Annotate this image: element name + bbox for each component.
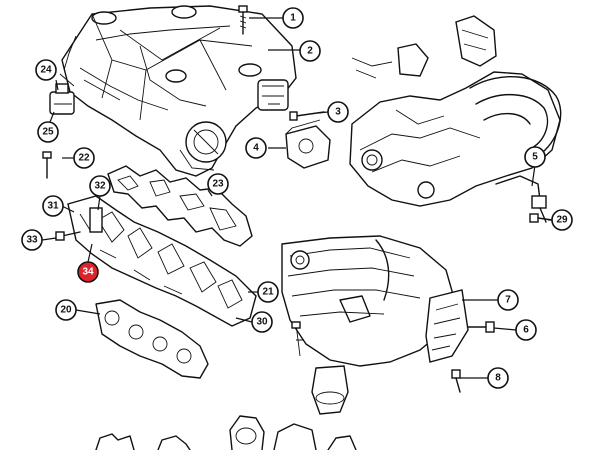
callout-2: 2 bbox=[299, 40, 321, 62]
callout-6: 6 bbox=[515, 319, 537, 341]
callout-label-8: 8 bbox=[495, 373, 501, 384]
callout-label-20: 20 bbox=[60, 305, 72, 316]
mount-part-4 bbox=[285, 119, 331, 169]
callout-21: 21 bbox=[257, 281, 279, 303]
callout-4: 4 bbox=[245, 137, 267, 159]
callout-23: 23 bbox=[207, 173, 229, 195]
callout-label-24: 24 bbox=[40, 65, 52, 76]
callout-label-4: 4 bbox=[253, 143, 259, 154]
engine-view-top-right bbox=[349, 15, 562, 223]
callout-label-7: 7 bbox=[505, 295, 511, 306]
engine-view-bottom bbox=[281, 213, 553, 415]
callout-label-31: 31 bbox=[47, 201, 59, 212]
callout-label-1: 1 bbox=[290, 13, 296, 24]
callout-7: 7 bbox=[497, 289, 519, 311]
callout-24: 24 bbox=[35, 59, 57, 81]
upper-intake-gasket bbox=[107, 165, 253, 247]
callout-34-highlight bbox=[77, 261, 99, 283]
callout-31: 31 bbox=[42, 195, 64, 217]
lower-intake-gasket bbox=[95, 299, 209, 379]
callout-5: 5 bbox=[524, 146, 546, 168]
callout-label-32: 32 bbox=[94, 181, 106, 192]
bottom-partial-components bbox=[95, 415, 357, 450]
callout-label-6: 6 bbox=[523, 325, 529, 336]
callout-1: 1 bbox=[282, 7, 304, 29]
callout-20: 20 bbox=[55, 299, 77, 321]
bolt-part-1 bbox=[238, 5, 248, 35]
callout-29: 29 bbox=[551, 209, 573, 231]
bolt-part-22 bbox=[42, 151, 52, 179]
upper-intake-manifold bbox=[59, 5, 297, 177]
callout-label-34: 34 bbox=[82, 267, 94, 278]
callout-label-3: 3 bbox=[335, 107, 341, 118]
callout-8: 8 bbox=[487, 367, 509, 389]
callout-3: 3 bbox=[327, 101, 349, 123]
callout-label-29: 29 bbox=[556, 215, 568, 226]
callout-30: 30 bbox=[251, 311, 273, 333]
callout-label-22: 22 bbox=[78, 153, 90, 164]
callout-33: 33 bbox=[21, 229, 43, 251]
callout-22: 22 bbox=[73, 147, 95, 169]
lower-intake-manifold bbox=[55, 195, 257, 327]
callout-label-2: 2 bbox=[307, 46, 313, 57]
callout-32: 32 bbox=[89, 175, 111, 197]
callout-25: 25 bbox=[37, 121, 59, 143]
callout-label-23: 23 bbox=[212, 179, 224, 190]
callout-label-5: 5 bbox=[532, 152, 538, 163]
callout-label-33: 33 bbox=[26, 235, 38, 246]
map-sensor-part-24 bbox=[49, 83, 75, 115]
callout-label-30: 30 bbox=[256, 317, 268, 328]
callout-34: 34 bbox=[77, 261, 99, 283]
callout-label-25: 25 bbox=[42, 127, 54, 138]
callout-label-21: 21 bbox=[262, 287, 274, 298]
